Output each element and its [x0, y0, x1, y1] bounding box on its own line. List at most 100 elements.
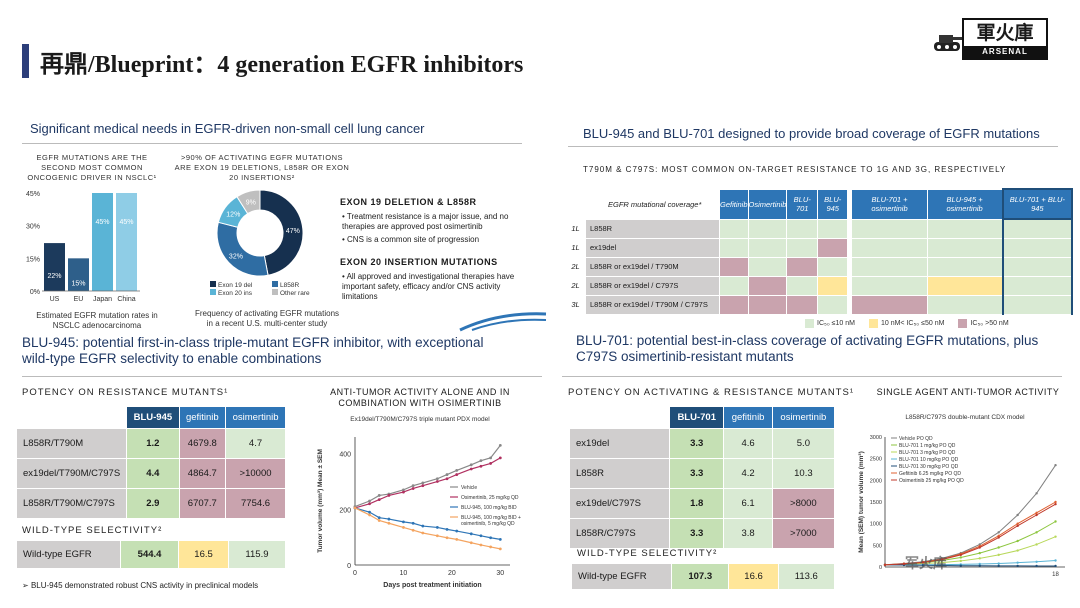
bullet-item: • Treatment resistance is a major issue,… — [342, 212, 509, 231]
data-point — [978, 543, 981, 546]
x-tick-label: 30 — [496, 570, 504, 577]
coverage-cell — [851, 237, 928, 258]
row-label: Wild-type EGFR — [571, 563, 672, 590]
row-label: L858R/C797S — [569, 518, 670, 549]
coverage-legend-item: IC₅₀ >50 nM — [958, 319, 1009, 328]
coverage-legend-item: 10 nM< IC₅₀ ≤50 nM — [868, 319, 944, 328]
data-point — [445, 536, 449, 540]
data-point — [402, 490, 405, 494]
data-point — [455, 529, 459, 533]
coverage-cell — [926, 218, 1004, 239]
series-line — [354, 507, 501, 550]
divider — [568, 146, 1058, 147]
table-cell: >8000 — [771, 488, 836, 519]
data-point — [1035, 543, 1038, 546]
coverage-cell — [747, 275, 788, 296]
line-of-therapy: 1L — [565, 218, 586, 239]
coverage-cell — [816, 294, 849, 315]
y-tick-label: 0 — [879, 565, 882, 571]
table-cell: 16.5 — [178, 540, 229, 569]
coverage-col-header: BLU-701 + BLU-945 — [1001, 188, 1074, 220]
coverage-row: 3L L858R or ex19del / T790M / C797S — [565, 294, 1074, 315]
data-point — [1016, 561, 1019, 564]
table-row: L858R/T790M 1.2 4679.8 4.7 — [15, 428, 286, 459]
data-point — [489, 545, 493, 549]
table-cell: 3.3 — [668, 428, 725, 459]
coverage-cell — [747, 256, 788, 277]
bottom-note-text: BLU-945 demonstrated robust CNS activity… — [30, 581, 259, 590]
line-of-therapy: 3L — [565, 294, 586, 315]
data-point — [479, 543, 483, 547]
data-point — [1054, 520, 1057, 523]
data-point — [421, 524, 425, 528]
bar — [68, 258, 89, 291]
bar-value-label: 45% — [95, 219, 109, 226]
coverage-cell — [786, 275, 818, 296]
data-point — [469, 467, 473, 471]
table-cell: 16.6 — [728, 563, 779, 590]
y-tick-label: 45% — [26, 191, 40, 198]
coverage-row: 2L L858R or ex19del / T790M — [565, 256, 1074, 277]
coverage-cell — [851, 294, 928, 315]
coverage-cell — [1001, 218, 1074, 239]
data-point — [402, 520, 405, 524]
data-point — [1016, 513, 1019, 517]
data-point — [402, 526, 405, 529]
donut-value-label: 12% — [226, 212, 240, 219]
data-point — [978, 546, 981, 549]
col-header: osimertinib — [225, 406, 286, 429]
data-point — [997, 531, 1000, 534]
data-point — [997, 546, 1000, 549]
data-point — [1016, 564, 1019, 568]
data-point — [411, 484, 415, 488]
data-point — [387, 494, 391, 497]
data-point — [902, 562, 906, 566]
data-point — [377, 516, 381, 520]
blu701-antitumor-model: L858R/C797S double-mutant CDX model — [905, 414, 1025, 421]
y-tick-label: 1500 — [870, 500, 882, 506]
logo-chinese-text: 軍火庫 — [976, 22, 1034, 44]
mutation-label: L858R or ex19del / T790M / C797S — [585, 294, 720, 315]
data-point — [353, 506, 357, 510]
y-tick-label: 0 — [347, 563, 351, 570]
bar-value-label: 15% — [71, 281, 85, 288]
blu945-potency-heading: POTENCY ON RESISTANCE MUTANTS¹ — [22, 387, 229, 398]
coverage-row: 1L ex19del — [565, 237, 1074, 258]
coverage-row: 2L L858R or ex19del / C797S — [565, 275, 1074, 296]
bar — [92, 193, 113, 291]
data-point — [1016, 539, 1019, 543]
coverage-cell — [747, 218, 788, 239]
data-point — [978, 551, 981, 555]
bar-value-label: 45% — [119, 219, 133, 226]
table-cell: 544.4 — [119, 540, 180, 569]
data-point — [368, 499, 371, 503]
coverage-cell — [719, 275, 749, 296]
data-point — [921, 564, 925, 567]
data-point — [387, 521, 391, 525]
exon19-bullets: • Treatment resistance is a major issue,… — [342, 212, 522, 248]
data-point — [411, 528, 415, 532]
donut-value-label: 9% — [246, 199, 256, 206]
data-point — [455, 473, 459, 476]
data-point — [368, 510, 371, 514]
data-point — [959, 553, 962, 557]
data-point — [1054, 564, 1057, 568]
data-point — [1054, 535, 1057, 538]
coverage-cell — [1001, 294, 1074, 315]
slide-title: 再鼎/Blueprint：4 generation EGFR inhibitor… — [40, 52, 524, 78]
divider — [562, 376, 1062, 377]
coverage-cell — [747, 237, 788, 258]
data-point — [1054, 463, 1057, 467]
data-point — [421, 484, 425, 488]
title-accent-bar — [22, 44, 29, 78]
table-cell: >7000 — [771, 518, 836, 549]
data-point — [479, 459, 483, 463]
coverage-cell — [786, 256, 818, 277]
legend-label: Vehicle PO QD — [899, 436, 933, 442]
data-point — [479, 534, 483, 538]
blu945-wt-heading: WILD-TYPE SELECTIVITY² — [22, 525, 163, 536]
data-point — [997, 534, 1000, 537]
bullet-item: • CNS is a common site of progression — [342, 235, 480, 244]
coverage-cell — [926, 237, 1004, 258]
coverage-cell — [816, 218, 849, 239]
